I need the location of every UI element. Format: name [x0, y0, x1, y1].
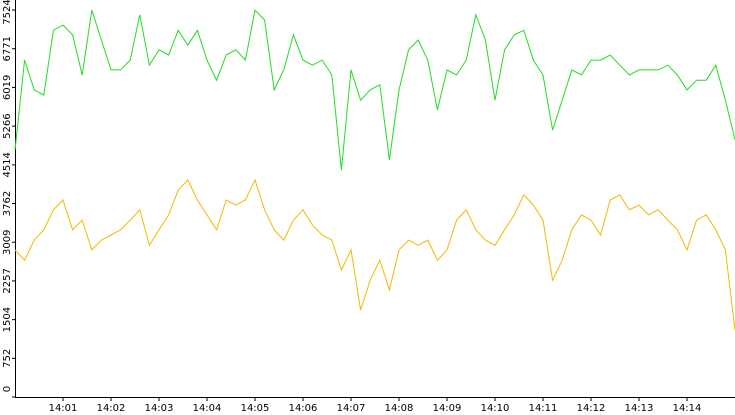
y-tick-label: 3762: [2, 191, 13, 216]
x-tick-label: 14:10: [481, 403, 510, 414]
x-tick-label: 14:01: [49, 403, 78, 414]
x-tick-label: 14:07: [337, 403, 366, 414]
x-tick-label: 14:13: [625, 403, 654, 414]
x-tick-label: 14:05: [241, 403, 270, 414]
x-tick-label: 14:09: [433, 403, 462, 414]
x-tick-label: 14:04: [193, 403, 222, 414]
y-tick-label: 4514: [2, 152, 13, 177]
y-tick-label: 7524: [2, 0, 13, 25]
series-line: [14, 9, 735, 171]
x-tick-label: 14:14: [673, 403, 702, 414]
x-tick-label: 14:02: [97, 403, 126, 414]
x-tick-label: 14:11: [529, 403, 558, 414]
y-tick-label: 1504: [2, 307, 13, 332]
x-tick-label: 14:03: [145, 403, 174, 414]
x-tick-label: 14:08: [385, 403, 414, 414]
y-tick-label: 3009: [2, 230, 13, 255]
y-tick-label: 5266: [2, 113, 13, 138]
y-tick-label: 6771: [2, 36, 13, 61]
y-tick-label: 2257: [2, 268, 13, 293]
x-tick-label: 14:06: [289, 403, 318, 414]
x-tick-label: 14:12: [577, 403, 606, 414]
y-tick-label: 0: [2, 386, 13, 392]
y-tick-label: 752: [2, 349, 13, 368]
y-tick-label: 6019: [2, 75, 13, 100]
series-line: [14, 178, 735, 331]
